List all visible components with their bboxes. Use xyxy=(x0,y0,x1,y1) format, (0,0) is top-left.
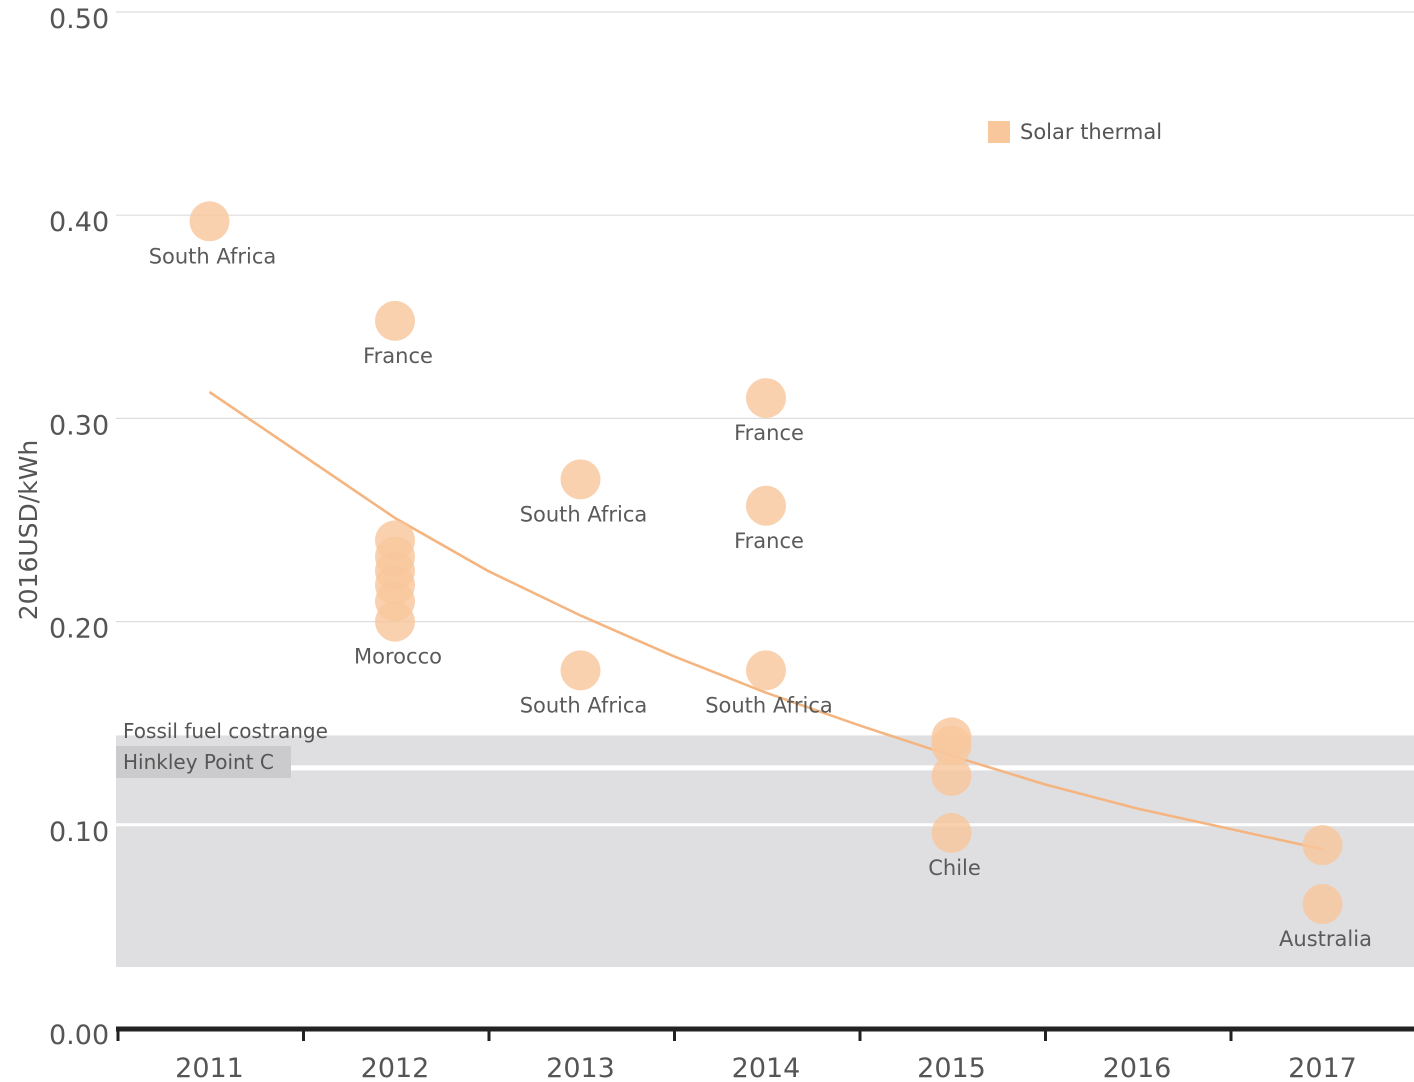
y-tick-label-5: 0.50 xyxy=(49,4,109,35)
point-label-10: France xyxy=(734,421,804,445)
y-tick-label-0: 0.00 xyxy=(49,1020,109,1051)
legend-swatch xyxy=(988,121,1010,143)
point-label-18: Australia xyxy=(1279,927,1372,951)
x-axis-ticks: 2011 2012 2013 2014 2015 2016 2017 xyxy=(175,1053,1357,1082)
data-point-0 xyxy=(189,201,230,242)
point-label-8: South Africa xyxy=(520,502,648,526)
data-point-14 xyxy=(931,725,972,766)
point-label-16: Chile xyxy=(928,856,981,880)
y-tick-label-1: 0.10 xyxy=(49,817,109,848)
fossil-fuel-band-group xyxy=(116,735,1414,968)
data-point-12 xyxy=(746,650,786,691)
point-label-9: South Africa xyxy=(520,693,648,717)
x-tick-label-6: 2017 xyxy=(1288,1053,1357,1082)
legend: Solar thermal xyxy=(988,120,1162,144)
trend-line-group xyxy=(208,390,1323,851)
data-point-1 xyxy=(375,300,415,341)
hinkley-point-c-label: Hinkley Point C xyxy=(123,750,274,774)
legend-label: Solar thermal xyxy=(1020,120,1162,144)
x-tick-label-3: 2014 xyxy=(732,1053,801,1082)
data-point-9 xyxy=(560,650,601,691)
trend-line xyxy=(208,390,1323,851)
fossil-fuel-band xyxy=(116,735,1414,968)
y-axis-label: 2016USD/kWh xyxy=(14,440,43,621)
point-label-0: South Africa xyxy=(149,244,277,268)
x-tick-label-2: 2013 xyxy=(546,1053,615,1082)
data-point-16 xyxy=(931,812,972,853)
y-tick-label-2: 0.20 xyxy=(49,614,109,645)
y-tick-label-3: 0.30 xyxy=(49,410,109,441)
x-tick-label-0: 2011 xyxy=(175,1053,244,1082)
data-point-17 xyxy=(1302,825,1343,866)
y-tick-label-4: 0.40 xyxy=(49,207,109,238)
x-tick-label-4: 2015 xyxy=(917,1053,986,1082)
y-axis-ticks: 0.00 0.10 0.20 0.30 0.40 0.50 xyxy=(49,4,109,1051)
data-point-11 xyxy=(746,485,786,526)
x-axis xyxy=(116,1026,1414,1041)
data-point-18 xyxy=(1302,884,1343,925)
point-label-7: Morocco xyxy=(354,645,442,669)
data-point-15 xyxy=(931,756,972,797)
point-label-11: France xyxy=(734,529,804,553)
x-tick-label-1: 2012 xyxy=(361,1053,430,1082)
point-label-12: South Africa xyxy=(705,693,833,717)
data-point-8 xyxy=(560,459,601,500)
x-tick-label-5: 2016 xyxy=(1103,1053,1172,1082)
point-labels: South Africa France Morocco South Africa Sou… xyxy=(149,244,1372,951)
data-points xyxy=(189,201,1343,925)
fossil-fuel-band-label: Fossil fuel costrange xyxy=(123,719,328,743)
hinkley-label-background xyxy=(116,746,291,778)
data-point-10 xyxy=(746,378,786,419)
data-point-7 xyxy=(375,601,415,642)
point-label-1: France xyxy=(363,344,433,368)
